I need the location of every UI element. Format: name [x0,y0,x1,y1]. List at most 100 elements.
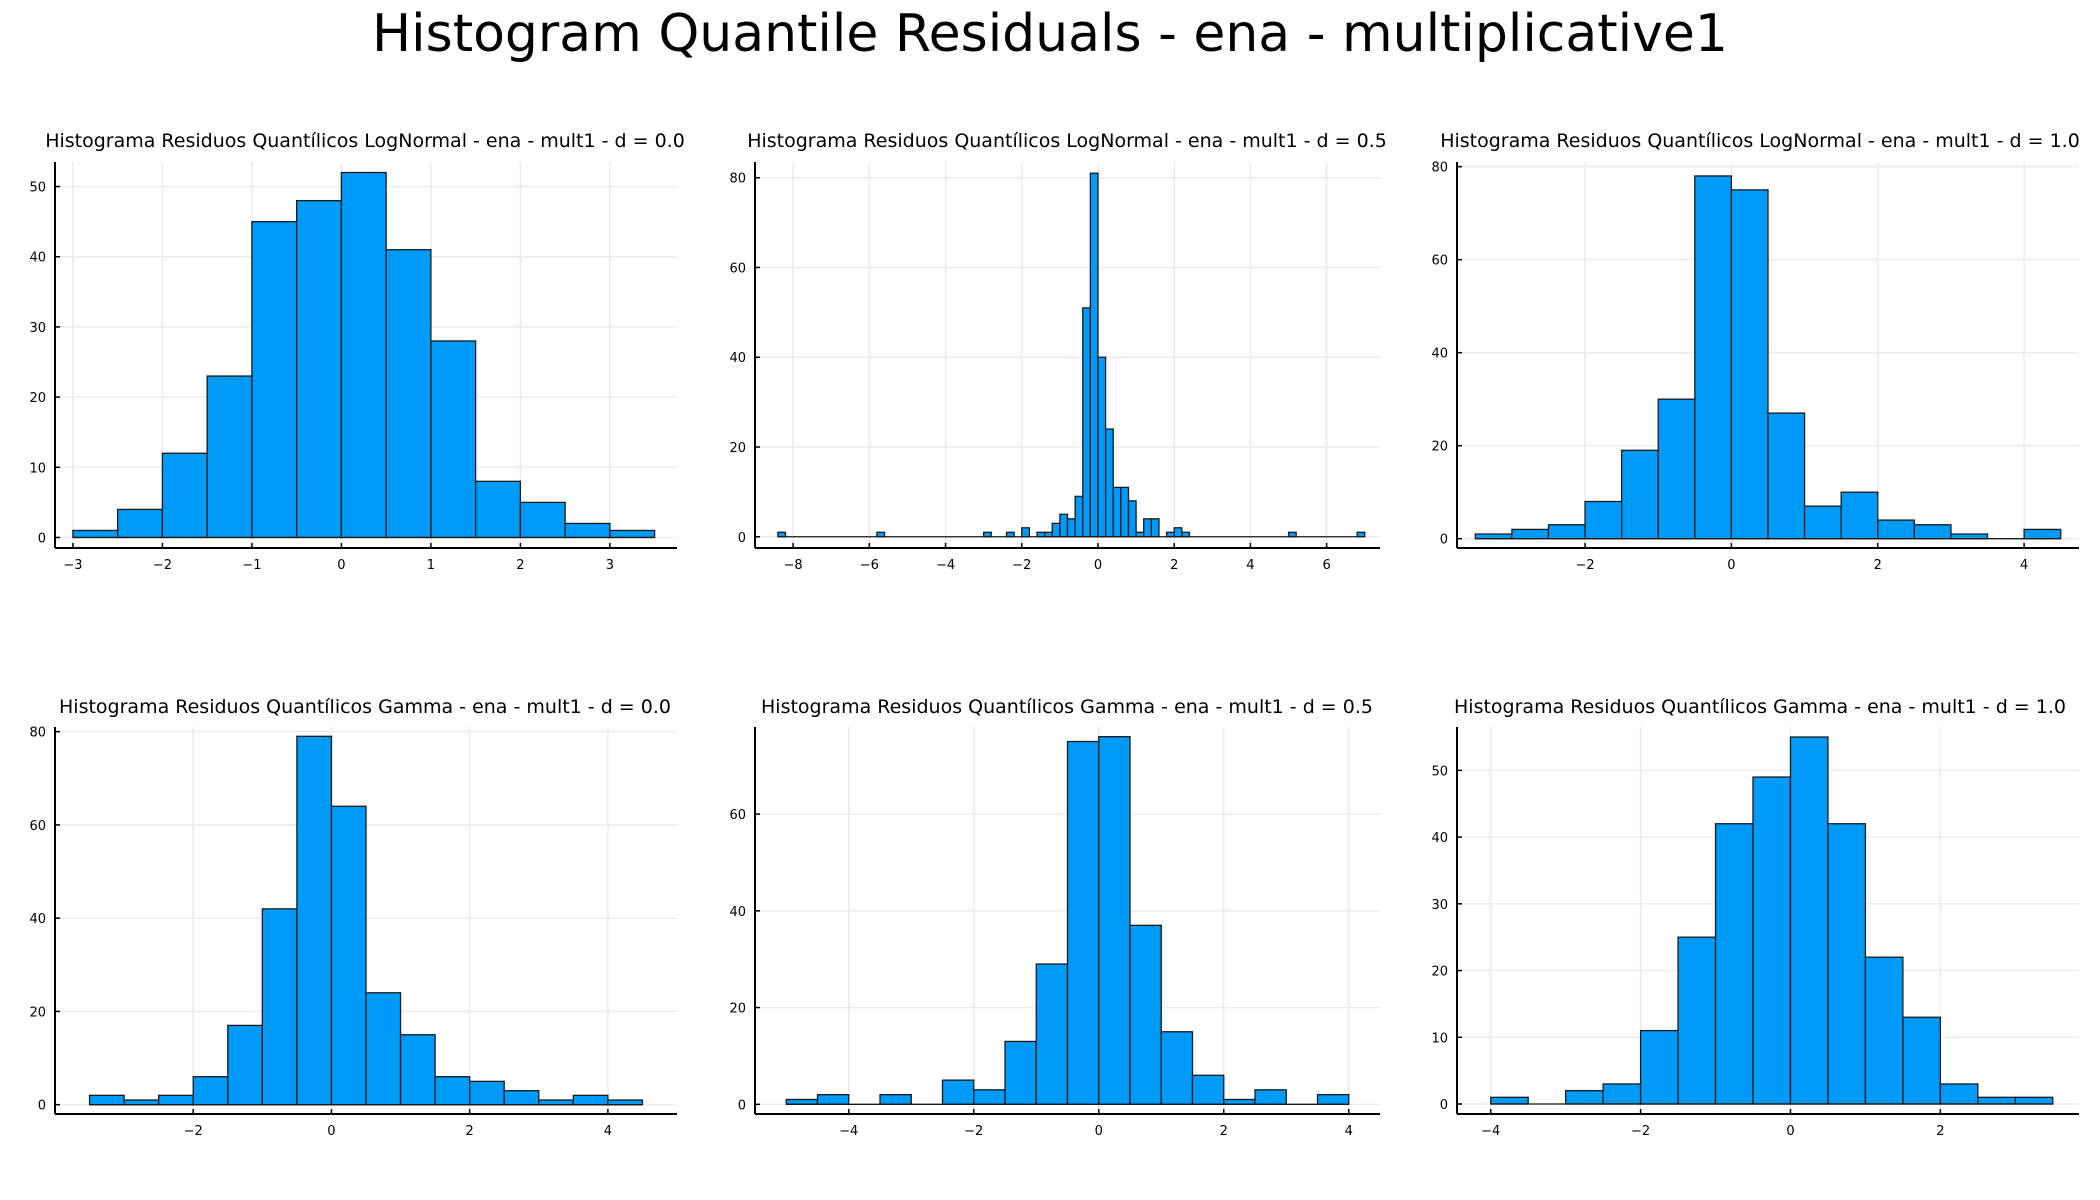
y-tick-label: 40 [729,905,746,920]
y-tick-label: 80 [729,172,746,187]
histogram-bar [1043,531,1053,538]
histogram-bar [399,1034,436,1106]
histogram-bar [1803,505,1842,540]
histogram-bar [340,171,387,539]
histogram-bar [1602,1083,1642,1105]
y-tick-label: 10 [1431,1031,1448,1046]
y-tick-label: 0 [738,1098,746,1113]
histogram-bar [1173,527,1183,538]
histogram-bar [1165,531,1175,538]
histogram-bar [816,1094,850,1105]
y-tick-label: 40 [29,251,46,266]
y-tick-label: 20 [1431,440,1448,455]
panel-title: Histograma Residuos Quantílicos Gamma - … [761,696,1373,718]
histogram-bar [1074,495,1084,538]
histogram-bar [564,522,611,539]
histogram-bar [1129,924,1162,1105]
histogram-bar [1089,172,1099,538]
histogram-bar [1035,963,1069,1105]
y-tick-label: 0 [1440,533,1448,548]
histogram-bar [1584,500,1623,540]
y-tick-label: 40 [1431,347,1448,362]
histogram-bar [1356,531,1366,538]
panel-title: Histograma Residuos Quantílicos Gamma - … [59,696,671,718]
histogram-bar [1752,776,1792,1105]
y-tick-label: 20 [29,391,46,406]
histogram-bar [2023,528,2062,540]
histogram-bar [365,992,402,1106]
x-tick-label: 3 [606,558,614,573]
y-tick-label: 30 [29,321,46,336]
histogram-bar [538,1099,574,1106]
histogram-bar [72,529,119,539]
x-tick-label: 2 [1874,558,1882,573]
y-tick-label: 0 [38,531,46,546]
x-tick-label: 2 [1936,1124,1944,1139]
x-tick-label: 0 [1094,558,1102,573]
histogram-bar [158,1094,194,1106]
x-tick-label: 2 [466,1124,474,1139]
histogram-bar [1104,428,1114,538]
y-tick-label: 50 [29,181,46,196]
histogram-bar [474,480,522,539]
y-tick-label: 60 [1431,254,1448,269]
y-tick-label: 60 [29,819,46,834]
histogram-bar [609,529,656,539]
histogram-bar [1254,1089,1287,1105]
histogram-bar [261,908,298,1106]
x-tick-label: 1 [427,558,435,573]
histogram-bar [116,508,164,539]
histogram-bar [434,1076,471,1106]
x-tick-label: −1 [242,558,261,573]
x-tick-label: −2 [153,558,172,573]
histogram-bar [973,1089,1006,1105]
histogram-bar [572,1094,609,1106]
x-tick-label: 0 [1095,1124,1103,1139]
y-tick-label: 20 [729,1002,746,1017]
y-tick-label: 10 [29,461,46,476]
histogram-bar [1051,522,1061,538]
y-tick-label: 50 [1431,764,1448,779]
histogram-bar [1639,1029,1679,1105]
panel-title: Histograma Residuos Quantílicos Gamma - … [1454,696,2066,718]
histogram-bar [1789,736,1829,1105]
y-tick-label: 20 [29,1005,46,1020]
histogram-bar [1565,1089,1604,1105]
x-tick-label: −3 [63,558,82,573]
panel-title: Histograma Residuos Quantílicos LogNorma… [1440,130,2080,152]
histogram-bar [1036,531,1046,538]
histogram-bar [1977,1096,2016,1105]
y-tick-label: 0 [738,531,746,546]
histogram-bar [1021,527,1031,538]
x-tick-label: −2 [1575,558,1594,573]
histogram-bar [941,1079,975,1105]
histogram-bar [1877,519,1916,540]
histogram-bar [1004,1040,1037,1105]
x-tick-label: 4 [2020,558,2028,573]
histogram-bar [1840,491,1879,540]
histogram-bar [385,249,432,539]
histogram-bar [1181,531,1191,538]
x-tick-label: −2 [1012,558,1031,573]
y-tick-label: 20 [1431,965,1448,980]
x-tick-label: −4 [839,1124,858,1139]
y-tick-label: 60 [729,261,746,276]
histogram-bar [1120,486,1130,538]
histogram-bar [1902,1016,1942,1105]
x-tick-label: 0 [1786,1124,1794,1139]
x-tick-label: 0 [337,558,345,573]
histogram-bar [879,1094,912,1105]
x-tick-label: −8 [784,558,803,573]
histogram-bar [785,1098,819,1105]
histogram-bar [1677,936,1717,1105]
histogram-bar [1082,307,1092,538]
x-tick-label: −2 [1631,1124,1650,1139]
histogram-bar [1714,823,1754,1105]
y-tick-label: 20 [729,441,746,456]
histogram-bar [1316,1094,1350,1105]
histogram-bar [2014,1096,2054,1105]
